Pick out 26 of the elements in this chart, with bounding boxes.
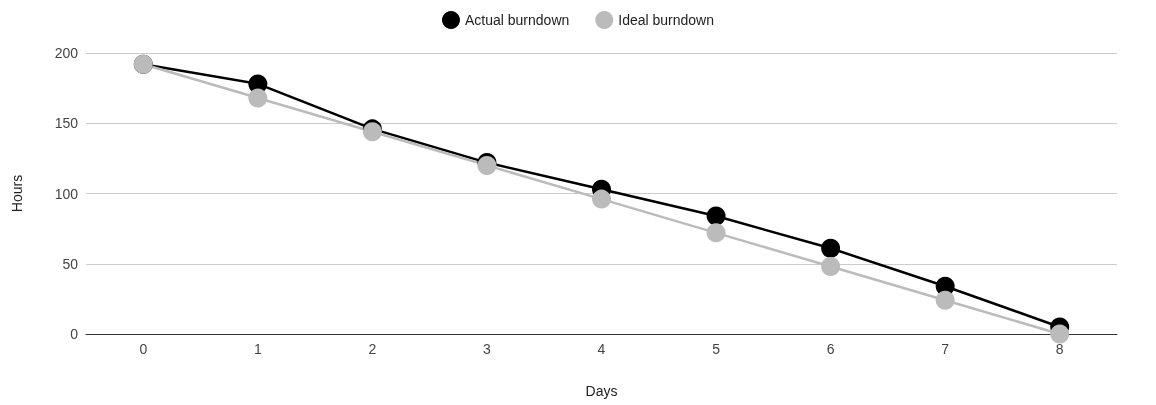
point [706,223,726,243]
x-tick-label: 1 [253,341,262,357]
x-tick-label: 4 [597,341,606,357]
x-tick-label: 8 [1055,341,1064,357]
x-tick-label: 7 [941,341,950,357]
point [248,88,268,108]
x-tick-label: 0 [139,341,148,357]
x-tick-label: 5 [712,341,721,357]
point [821,257,841,277]
x-tick-label: 3 [483,341,492,357]
point [1050,324,1070,344]
y-tick-label: 150 [54,115,79,132]
x-axis-title: Days [585,383,618,399]
legend-label: Actual burndown [464,12,570,28]
legend-label: Ideal burndown [618,12,715,28]
y-tick-label: 200 [54,45,79,61]
point [592,189,611,209]
y-tick-label: 0 [70,326,79,342]
y-axis-title: Hours [9,174,25,213]
point [821,238,841,258]
point [706,206,726,226]
y-tick-label: 50 [62,255,79,272]
x-tick-label: 2 [368,341,377,357]
point [935,290,955,310]
y-tick-label: 100 [54,185,79,202]
x-tick-label: 6 [826,341,835,357]
